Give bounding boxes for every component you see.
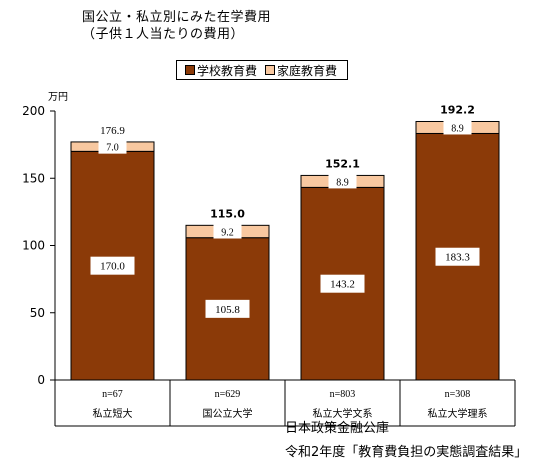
category-label: 私立短大 (93, 407, 133, 420)
legend-label-home: 家庭教育費 (277, 64, 338, 78)
value-label-box-home (443, 120, 472, 135)
value-label-home: 8.9 (451, 123, 464, 134)
total-label: 152.1 (325, 157, 360, 170)
value-label-home: 9.2 (221, 228, 234, 239)
y-tick-label: 150 (22, 171, 45, 185)
value-label-school: 143.2 (330, 279, 355, 291)
total-label: 192.2 (440, 103, 475, 116)
sample-size-label: n=308 (445, 389, 471, 400)
category-label: 私立大学理系 (428, 407, 488, 420)
sample-size-label: n=67 (102, 389, 123, 400)
value-label-home: 7.0 (106, 143, 119, 154)
value-label-box-home (213, 224, 242, 239)
value-label-box-school (435, 247, 480, 266)
total-label: 176.9 (100, 125, 125, 137)
source-line-2: 令和2年度「教育費負担の実態調査結果」 (285, 445, 528, 460)
sample-size-label: n=803 (330, 389, 356, 400)
y-tick-label: 0 (37, 373, 45, 387)
legend-label-school: 学校教育費 (197, 64, 258, 78)
value-label-box-school (205, 299, 250, 318)
y-tick-label: 200 (22, 104, 45, 118)
page-title: 国公立・私立別にみた在学費用 (82, 10, 272, 25)
value-label-school: 170.0 (100, 261, 125, 273)
category-label: 国公立大学 (203, 407, 253, 420)
value-label-box-home (98, 139, 127, 154)
sample-size-label: n=629 (215, 389, 241, 400)
legend: 学校教育費 家庭教育費 (176, 60, 348, 80)
value-label-school: 183.3 (445, 252, 470, 264)
value-label-home: 8.9 (336, 177, 349, 188)
y-tick-label: 100 (22, 239, 45, 253)
value-label-school: 105.8 (215, 304, 240, 316)
value-label-box-home (328, 174, 357, 189)
y-unit-label: 万円 (48, 92, 68, 103)
category-label: 私立大学文系 (313, 407, 373, 420)
value-label-box-school (320, 274, 365, 293)
value-label-box-school (90, 256, 135, 275)
legend-swatch-home (265, 65, 275, 75)
legend-swatch-school (185, 65, 195, 75)
source-line-1: 日本政策金融公庫 (285, 421, 390, 436)
total-label: 115.0 (210, 207, 245, 220)
page-subtitle: （子供１人当たりの費用） (82, 27, 245, 42)
y-tick-label: 50 (30, 306, 45, 320)
